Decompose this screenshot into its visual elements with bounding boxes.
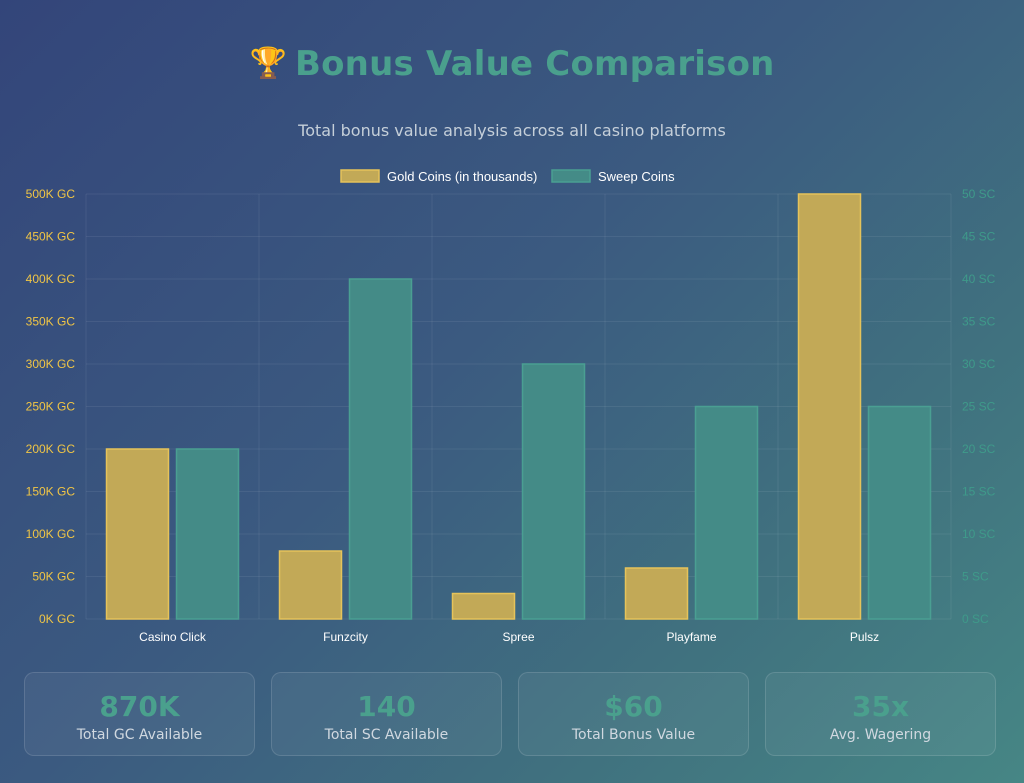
legend-label-gold: Gold Coins (in thousands) [387,169,537,184]
left-tick-label: 0K GC [39,612,75,626]
right-tick-label: 20 SC [962,442,996,456]
stat-label: Total GC Available [76,727,203,743]
right-tick-label: 45 SC [962,230,996,244]
page-title: 🏆 Bonus Value Comparison [0,44,1024,84]
bar-gold-coins [451,592,516,620]
bar-gold-coins [797,193,862,620]
stat-card-avg-wagering: 35x Avg. Wagering [765,672,996,756]
legend-label-sweep: Sweep Coins [598,169,675,184]
stat-value: 140 [357,690,416,723]
left-tick-label: 250K GC [26,400,76,414]
bar-gold-coins [278,550,343,620]
right-tick-label: 30 SC [962,357,996,371]
left-tick-label: 200K GC [26,442,76,456]
left-tick-label: 100K GC [26,527,76,541]
stat-card-total-sc: 140 Total SC Available [271,672,502,756]
stats-cards: 870K Total GC Available 140 Total SC Ava… [24,672,998,758]
left-tick-label: 350K GC [26,315,76,329]
stat-value: 870K [99,690,180,723]
chart-legend: Gold Coins (in thousands) Sweep Coins [340,169,675,184]
bar-sweep-coins [867,405,932,620]
left-tick-label: 150K GC [26,485,76,499]
bar-sweep-coins [348,278,413,620]
left-tick-label: 50K GC [32,570,75,584]
stat-value: 35x [851,690,910,723]
stat-value: $60 [604,690,663,723]
bar-sweep-coins [521,363,586,620]
right-axis-ticks: 0 SC 5 SC 10 SC 15 SC 20 SC 25 SC 30 SC 35 SC 40… [962,187,996,626]
title-text: Bonus Value Comparison [295,44,775,84]
left-tick-label: 300K GC [26,357,76,371]
legend-swatch-gold [340,169,380,183]
right-tick-label: 0 SC [962,612,989,626]
left-tick-label: 500K GC [26,187,76,201]
category-label: Pulsz [850,630,879,644]
category-label: Spree [502,630,534,644]
bar-chart: 0K GC 50K GC 100K GC 150K GC 200K GC 250K GC 3… [25,169,996,644]
right-tick-label: 40 SC [962,272,996,286]
stat-card-total-gc: 870K Total GC Available [24,672,255,756]
stat-card-total-bonus: $60 Total Bonus Value [518,672,749,756]
left-tick-label: 450K GC [26,230,76,244]
right-tick-label: 35 SC [962,315,996,329]
legend-swatch-sweep [551,169,591,183]
category-labels: Casino Click Funzcity Spree Playfame Pulsz [139,630,879,644]
page-subtitle: Total bonus value analysis across all ca… [298,121,726,140]
stat-label: Total SC Available [324,727,449,743]
right-tick-label: 50 SC [962,187,996,201]
bar-sweep-coins [694,405,759,620]
right-tick-label: 10 SC [962,527,996,541]
chart-bars [105,193,932,620]
bar-gold-coins [105,448,170,620]
stat-label: Total Bonus Value [571,727,696,743]
category-label: Playfame [666,630,716,644]
right-tick-label: 25 SC [962,400,996,414]
category-label: Casino Click [139,630,207,644]
trophy-icon: 🏆 [249,46,287,81]
right-tick-label: 15 SC [962,485,996,499]
left-axis-ticks: 0K GC 50K GC 100K GC 150K GC 200K GC 250K GC 3… [26,187,76,626]
bar-sweep-coins [175,448,240,620]
bar-gold-coins [624,567,689,620]
stat-label: Avg. Wagering [829,727,932,743]
category-label: Funzcity [323,630,368,644]
left-tick-label: 400K GC [26,272,76,286]
right-tick-label: 5 SC [962,570,989,584]
